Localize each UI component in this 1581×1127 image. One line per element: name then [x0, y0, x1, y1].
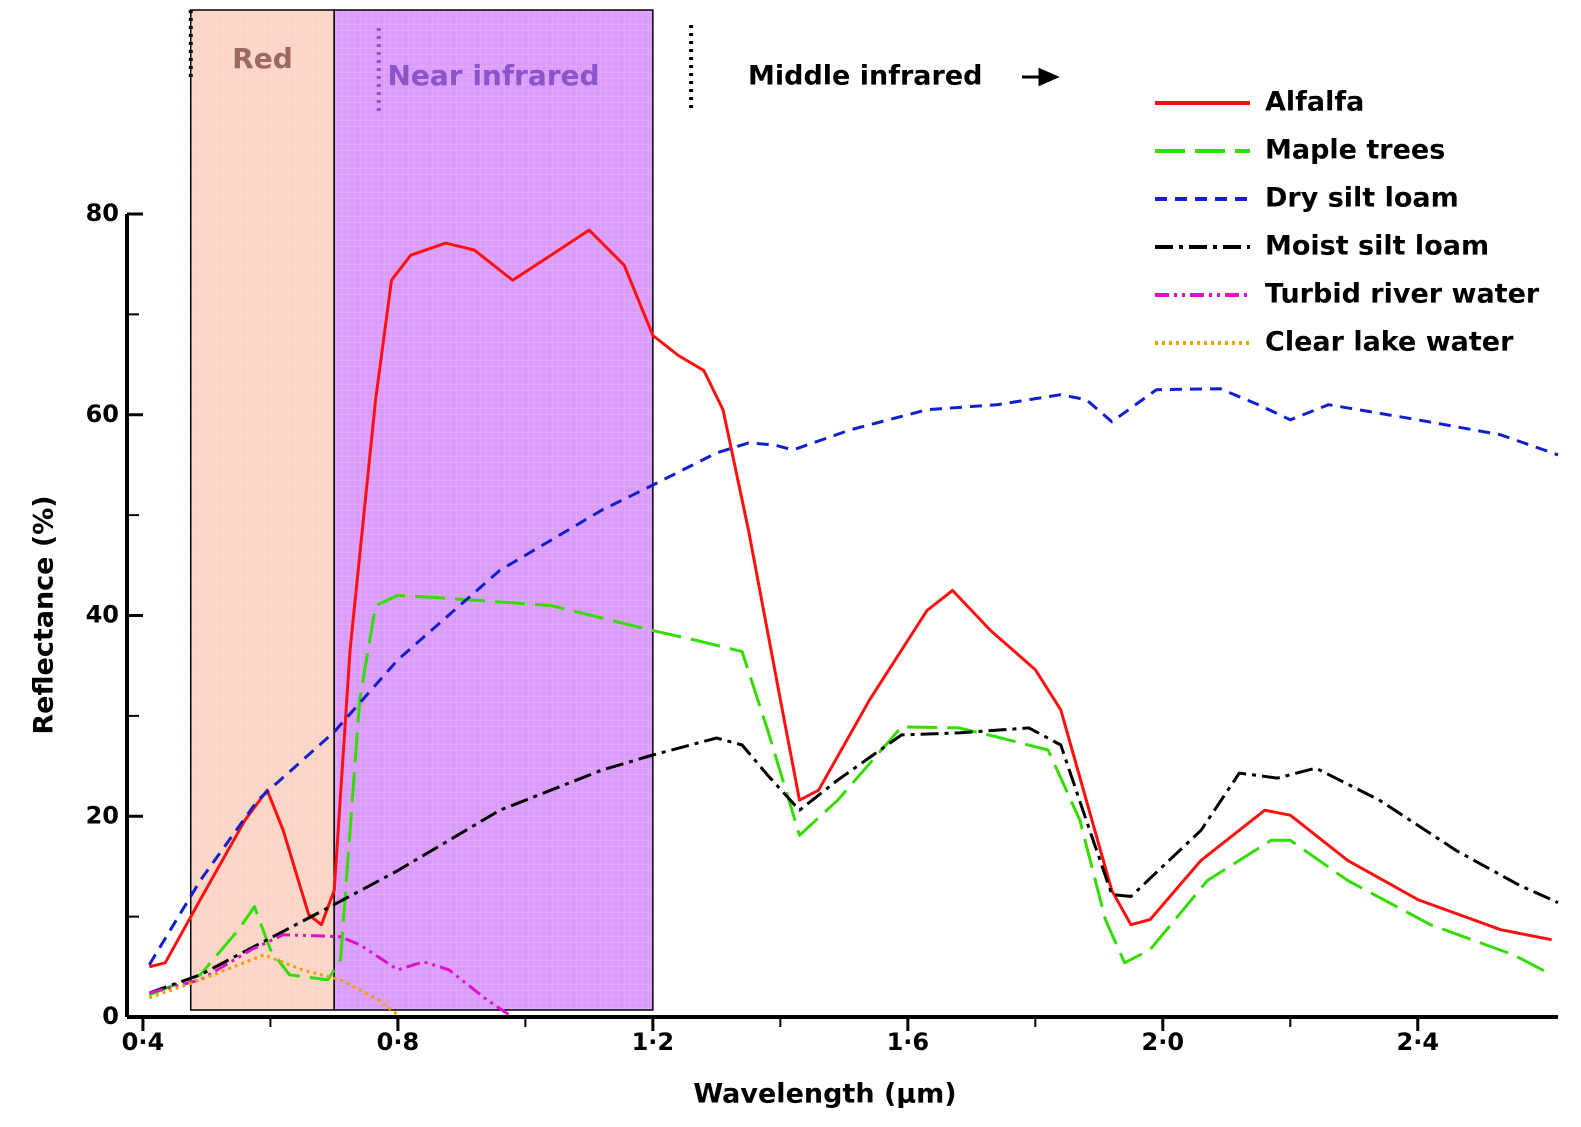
- legend-label: Dry silt loam: [1265, 183, 1459, 214]
- x-tick-label: 0·4: [122, 1028, 165, 1056]
- y-tick-label: 20: [86, 801, 119, 829]
- y-tick-label: 0: [102, 1002, 119, 1030]
- series-line: [148, 593, 1553, 997]
- band-texture: [334, 10, 653, 1010]
- band-border: [333, 9, 654, 1011]
- series-line: [148, 228, 1552, 969]
- legend-label: Alfalfa: [1265, 87, 1364, 118]
- x-tick-label: 0·8: [377, 1028, 420, 1056]
- y-tick-label: 80: [86, 199, 119, 227]
- band-texture: [190, 10, 335, 1010]
- band-label: Red: [232, 42, 293, 75]
- x-tick-label: 2·0: [1142, 1028, 1185, 1056]
- x-axis-label: Wavelength (µm): [693, 1079, 956, 1110]
- x-tick-label: 2·4: [1397, 1028, 1440, 1056]
- legend-label: Turbid river water: [1265, 279, 1540, 310]
- series-line: [148, 387, 1559, 966]
- x-tick-label: 1·2: [632, 1028, 675, 1056]
- legend-label: Clear lake water: [1265, 327, 1514, 358]
- legend-label: Maple trees: [1265, 135, 1445, 166]
- y-tick-label: 40: [86, 601, 119, 629]
- band-label: Near infrared: [387, 59, 599, 92]
- series-line: [148, 726, 1559, 995]
- y-tick-label: 60: [86, 400, 119, 428]
- annotation: Middle infrared: [748, 61, 982, 92]
- y-axis-label: Reflectance (%): [29, 495, 60, 734]
- annotation-arrow: [1022, 67, 1060, 87]
- bands: Red Near infrared: [189, 9, 654, 1011]
- legend-label: Moist silt loam: [1265, 231, 1489, 262]
- x-tick-label: 1·6: [887, 1028, 930, 1056]
- series-line: [148, 953, 399, 1017]
